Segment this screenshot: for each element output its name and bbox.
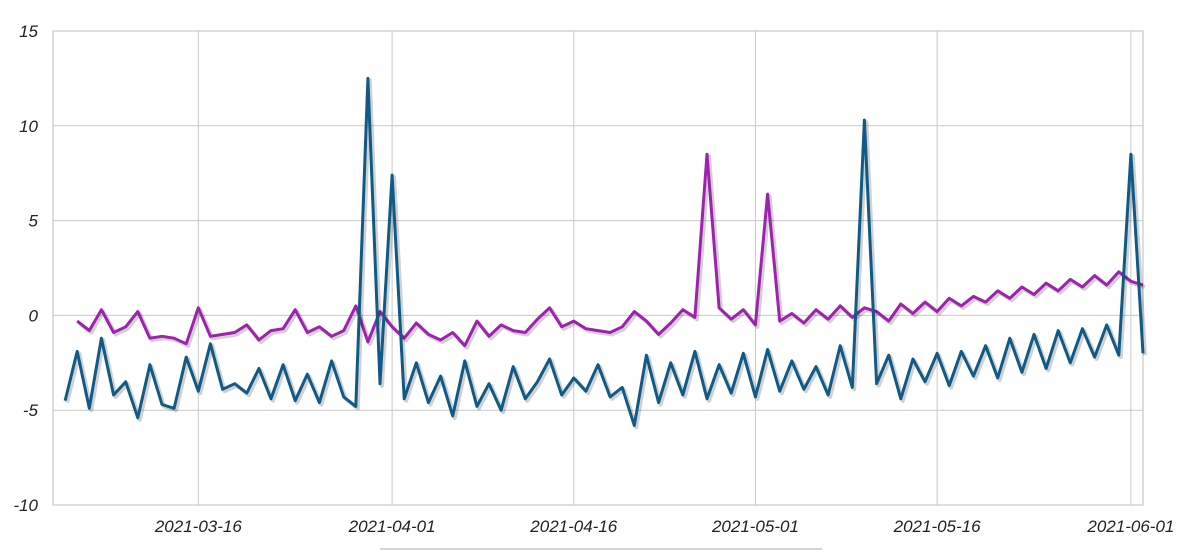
series-0-shadow	[77, 154, 1146, 350]
x-tick-label: 2021-04-01	[348, 517, 436, 536]
x-axis-ticks: 2021-03-16 2021-04-01 2021-04-16 2021-05-01…	[154, 517, 1175, 536]
y-tick-label: -5	[23, 401, 39, 420]
y-tick-label: 0	[29, 306, 39, 325]
series-0-line	[76, 152, 1144, 348]
y-tick-label: 10	[19, 117, 38, 136]
series-1-shadow	[65, 78, 1147, 430]
y-axis-ticks: 15 10 5 0 -5 -10	[13, 22, 38, 515]
x-tick-label: 2021-05-16	[893, 517, 982, 536]
x-tick-label: 2021-06-01	[1086, 517, 1174, 536]
x-tick-label: 2021-04-16	[529, 517, 618, 536]
plot-area-border	[52, 30, 1144, 506]
y-tick-label: 15	[19, 22, 38, 41]
y-tick-label: -10	[13, 496, 38, 515]
grid	[53, 30, 1143, 506]
series-layer	[63, 76, 1147, 430]
x-tick-label: 2021-05-01	[711, 517, 799, 536]
series-1-line	[63, 76, 1145, 427]
y-tick-label: 5	[29, 212, 39, 231]
x-tick-label: 2021-03-16	[154, 517, 243, 536]
